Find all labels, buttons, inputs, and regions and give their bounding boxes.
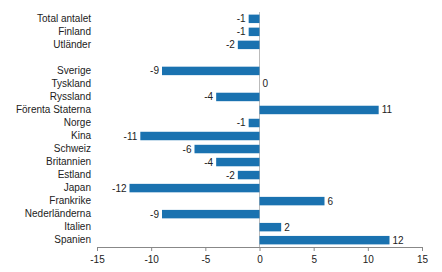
x-tick: -5	[201, 247, 210, 265]
data-label: -9	[150, 65, 159, 76]
x-tick: -15	[90, 247, 105, 265]
data-label: -2	[226, 170, 235, 181]
y-tick: Japan	[64, 182, 91, 193]
y-tick: Schweiz	[54, 143, 91, 154]
bar	[249, 28, 260, 36]
data-label: -1	[237, 117, 246, 128]
y-tick-label: Utländer	[53, 39, 91, 50]
bar	[249, 119, 260, 127]
bar	[162, 210, 260, 218]
bar	[249, 15, 260, 23]
y-tick: Nederländerna	[25, 208, 92, 219]
data-label: 12	[393, 235, 405, 246]
y-tick-label: Frankrike	[49, 195, 91, 206]
y-tick-label: Italien	[64, 221, 91, 232]
y-tick-label: Spanien	[54, 234, 91, 245]
x-tick-label: 15	[417, 254, 429, 265]
bar	[260, 197, 325, 205]
plot: -15-10-5051015Total antaletFinlandUtländ…	[16, 12, 429, 265]
y-tick: Estland	[58, 169, 91, 180]
data-label: 6	[328, 196, 334, 207]
y-tick: Tyskland	[52, 78, 91, 89]
y-tick-label: Estland	[58, 169, 91, 180]
bar	[140, 132, 259, 140]
y-tick: Frankrike	[49, 195, 91, 206]
data-label: -9	[150, 209, 159, 220]
y-tick-label: Sverige	[57, 65, 91, 76]
y-tick: Sverige	[57, 65, 91, 76]
y-tick: Britannien	[46, 156, 91, 167]
y-tick-label: Norge	[64, 117, 92, 128]
x-axis-line	[98, 248, 423, 252]
data-label: -4	[204, 157, 213, 168]
x-tick: 5	[311, 247, 317, 265]
x-tick-label: -10	[144, 254, 159, 265]
bar	[238, 41, 260, 49]
data-label: -1	[237, 26, 246, 37]
x-tick: 10	[363, 247, 375, 265]
x-tick-mark	[260, 247, 261, 251]
bar	[162, 67, 260, 75]
data-label: -6	[183, 144, 192, 155]
bar	[195, 145, 260, 153]
data-label: 11	[382, 104, 393, 115]
bar	[260, 236, 390, 244]
data-label: 2	[284, 222, 290, 233]
bar	[260, 223, 282, 231]
x-tick-mark	[368, 247, 369, 251]
y-axis: Total antalet Finland Utländer Sverige Tyskl…	[16, 13, 92, 245]
x-axis: -15 -10 -5 0 5 10 15	[90, 247, 428, 265]
y-tick-label: Nederländerna	[25, 208, 92, 219]
y-tick-label: Japan	[64, 182, 91, 193]
y-tick-label: Schweiz	[54, 143, 91, 154]
y-tick-label: Total antalet	[37, 13, 91, 24]
x-tick-mark	[314, 247, 315, 251]
bar	[238, 171, 260, 179]
y-tick: Norge	[64, 117, 92, 128]
x-tick-mark	[422, 247, 423, 251]
x-tick-label: 10	[363, 254, 375, 265]
x-tick-mark	[151, 247, 152, 251]
y-tick-label: Kina	[71, 130, 91, 141]
y-tick-label: Ryssland	[50, 91, 91, 102]
data-label: -11	[124, 131, 138, 142]
x-tick: 0	[257, 247, 263, 265]
bar	[216, 93, 259, 101]
x-tick-label: 5	[311, 254, 317, 265]
y-tick-label: Finland	[58, 26, 91, 37]
x-tick: 15	[417, 247, 429, 265]
chart: -15-10-5051015Total antaletFinlandUtländ…	[0, 0, 442, 272]
x-tick-label: 0	[257, 254, 263, 265]
y-tick: Förenta Staterna	[16, 104, 91, 115]
x-tick-label: -5	[201, 254, 210, 265]
data-label: -4	[204, 91, 213, 102]
y-tick: Utländer	[53, 39, 91, 50]
data-label: -2	[226, 39, 235, 50]
y-tick: Total antalet	[37, 13, 91, 24]
y-tick: Kina	[71, 130, 91, 141]
x-tick-mark	[205, 247, 206, 251]
y-tick-label: Förenta Staterna	[16, 104, 91, 115]
y-tick: Ryssland	[50, 91, 91, 102]
x-tick: -10	[144, 247, 159, 265]
y-tick: Finland	[58, 26, 91, 37]
data-label: 0	[263, 78, 269, 89]
bar	[216, 158, 259, 166]
x-tick-mark	[97, 247, 98, 251]
bar	[130, 184, 260, 192]
bar	[259, 80, 260, 88]
y-tick-label: Britannien	[46, 156, 91, 167]
x-tick-label: -15	[90, 254, 105, 265]
bars	[130, 15, 390, 245]
data-label: -12	[112, 183, 127, 194]
y-tick: Spanien	[54, 234, 91, 245]
y-tick: Italien	[64, 221, 91, 232]
y-tick-label: Tyskland	[52, 78, 91, 89]
bar	[260, 106, 379, 114]
data-label: -1	[237, 13, 246, 24]
data-labels: -1-1-2-90-411-1-11-6-4-2-126-9212	[112, 13, 404, 245]
